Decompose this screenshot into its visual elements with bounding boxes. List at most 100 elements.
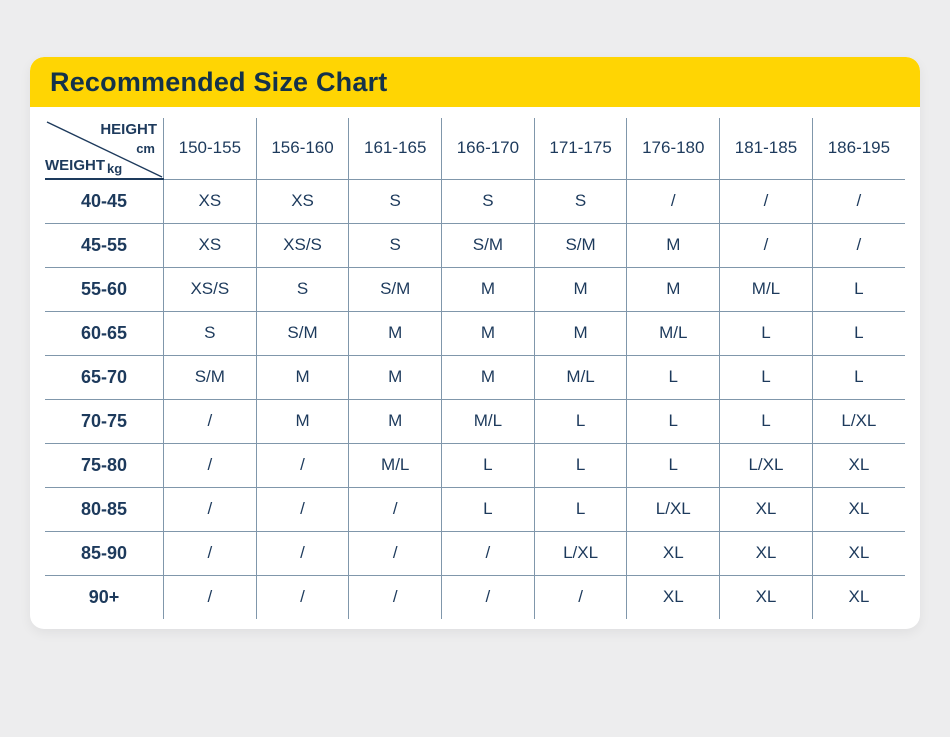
size-cell: M/L bbox=[533, 355, 627, 400]
size-cell: M bbox=[626, 223, 720, 268]
weight-row-label: 85-90 bbox=[45, 531, 164, 576]
size-cell: M bbox=[348, 355, 442, 400]
size-cell: XL bbox=[811, 443, 905, 488]
size-cell: S bbox=[163, 311, 257, 356]
size-cell: XS bbox=[163, 223, 257, 268]
table-row: 60-65 S S/M M M M M/L L L bbox=[45, 311, 905, 356]
diagonal-divider bbox=[46, 121, 163, 178]
height-col-header: 171-175 bbox=[533, 118, 627, 180]
size-cell: M bbox=[441, 355, 535, 400]
height-col-header: 166-170 bbox=[441, 118, 535, 180]
size-cell: M/L bbox=[719, 267, 813, 312]
size-cell: XL bbox=[811, 487, 905, 532]
column-header-row: HEIGHT cm WEIGHT kg 150-155 156-160 161-165… bbox=[45, 118, 905, 180]
weight-row-label: 40-45 bbox=[45, 179, 164, 224]
size-chart-card: Recommended Size Chart HEIGHT cm WEIGHT k… bbox=[30, 57, 920, 629]
size-cell: / bbox=[163, 487, 257, 532]
size-cell: / bbox=[441, 575, 535, 619]
weight-row-label: 45-55 bbox=[45, 223, 164, 268]
weight-row-label: 70-75 bbox=[45, 399, 164, 444]
table-row: 70-75/M M M/L L L L L/XL bbox=[45, 399, 905, 444]
table-container: HEIGHT cm WEIGHT kg 150-155 156-160 161-165… bbox=[30, 107, 920, 629]
size-cell: / bbox=[348, 487, 442, 532]
weight-axis-label: WEIGHT kg bbox=[45, 157, 122, 176]
size-cell: XS/S bbox=[163, 267, 257, 312]
size-cell: M/L bbox=[441, 399, 535, 444]
size-cell: / bbox=[255, 443, 349, 488]
size-cell: / bbox=[348, 531, 442, 576]
size-cell: M bbox=[441, 267, 535, 312]
size-chart-table: HEIGHT cm WEIGHT kg 150-155 156-160 161-165… bbox=[45, 118, 905, 619]
size-cell: L/XL bbox=[811, 399, 905, 444]
size-cell: / bbox=[163, 399, 257, 444]
size-cell: M bbox=[348, 311, 442, 356]
size-cell: L bbox=[811, 311, 905, 356]
size-cell: L/XL bbox=[533, 531, 627, 576]
title-bar: Recommended Size Chart bbox=[30, 57, 920, 107]
size-cell: XL bbox=[719, 487, 813, 532]
size-cell: L bbox=[811, 355, 905, 400]
table-row: 65-70 S/M M M M M/L L L L bbox=[45, 355, 905, 400]
size-cell: L bbox=[533, 487, 627, 532]
page-title: Recommended Size Chart bbox=[50, 66, 388, 97]
size-cell: S/M bbox=[255, 311, 349, 356]
size-cell: S bbox=[533, 179, 627, 224]
size-cell: M bbox=[533, 267, 627, 312]
size-cell: M bbox=[255, 355, 349, 400]
height-col-header: 156-160 bbox=[255, 118, 349, 180]
height-col-header: 176-180 bbox=[626, 118, 720, 180]
height-col-header: 186-195 bbox=[811, 118, 905, 180]
size-cell: / bbox=[626, 179, 720, 224]
size-cell: / bbox=[533, 575, 627, 619]
size-cell: M bbox=[533, 311, 627, 356]
size-cell: L bbox=[811, 267, 905, 312]
size-cell: / bbox=[348, 575, 442, 619]
size-cell: L bbox=[626, 443, 720, 488]
size-cell: XS bbox=[163, 179, 257, 224]
size-cell: M bbox=[348, 399, 442, 444]
weight-row-label: 60-65 bbox=[45, 311, 164, 356]
size-cell: / bbox=[811, 223, 905, 268]
size-cell: L bbox=[719, 399, 813, 444]
size-cell: XL bbox=[811, 575, 905, 619]
size-cell: XL bbox=[811, 531, 905, 576]
size-cell: L bbox=[719, 355, 813, 400]
size-cell: XL bbox=[719, 531, 813, 576]
table-row: 90+ / / / / / XL XL XL bbox=[45, 575, 905, 619]
size-cell: / bbox=[163, 575, 257, 619]
size-cell: L bbox=[441, 443, 535, 488]
size-cell: L bbox=[626, 355, 720, 400]
size-cell: / bbox=[163, 531, 257, 576]
size-cell: S/M bbox=[533, 223, 627, 268]
size-cell: L bbox=[441, 487, 535, 532]
size-cell: XL bbox=[719, 575, 813, 619]
size-cell: S/M bbox=[163, 355, 257, 400]
weight-row-label: 75-80 bbox=[45, 443, 164, 488]
size-cell: M bbox=[441, 311, 535, 356]
size-cell: M/L bbox=[626, 311, 720, 356]
size-cell: / bbox=[255, 487, 349, 532]
weight-row-label: 55-60 bbox=[45, 267, 164, 312]
size-cell: M/L bbox=[348, 443, 442, 488]
table-row: 85-90// / / L/XL XL XL XL bbox=[45, 531, 905, 576]
height-col-header: 150-155 bbox=[163, 118, 257, 180]
size-cell: / bbox=[255, 531, 349, 576]
size-cell: M bbox=[626, 267, 720, 312]
table-row: 75-80// M/L L L L L/XL XL bbox=[45, 443, 905, 488]
size-cell: S/M bbox=[441, 223, 535, 268]
weight-axis-text: WEIGHT bbox=[45, 157, 105, 174]
weight-row-label: 65-70 bbox=[45, 355, 164, 400]
table-row: 55-60 XS/S S S/M M M M M/L L bbox=[45, 267, 905, 312]
height-axis-label: HEIGHT bbox=[100, 121, 157, 138]
weight-row-label: 90+ bbox=[88, 586, 120, 607]
size-cell: / bbox=[163, 443, 257, 488]
weight-row-label: 80-85 bbox=[45, 487, 164, 532]
size-cell: M bbox=[255, 399, 349, 444]
size-cell: / bbox=[255, 575, 349, 619]
size-cell: L bbox=[626, 399, 720, 444]
size-cell: / bbox=[719, 223, 813, 268]
table-row: 80-85// / L L L/XL XL XL bbox=[45, 487, 905, 532]
size-cell: S bbox=[441, 179, 535, 224]
size-cell: L bbox=[533, 399, 627, 444]
